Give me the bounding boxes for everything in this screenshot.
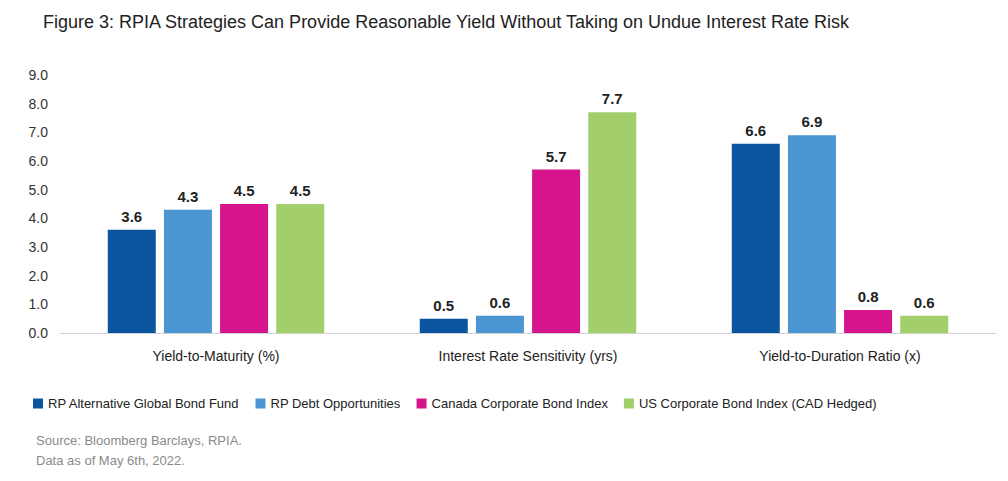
svg-text:Data as of May 6th, 2022.: Data as of May 6th, 2022. xyxy=(36,453,185,468)
svg-text:8.0: 8.0 xyxy=(29,96,49,112)
svg-text:RP Debt Opportunities: RP Debt Opportunities xyxy=(270,396,400,411)
svg-text:1.0: 1.0 xyxy=(29,296,49,312)
svg-text:Yield-to-Duration Ratio (x): Yield-to-Duration Ratio (x) xyxy=(759,348,920,364)
svg-text:4.5: 4.5 xyxy=(234,182,255,199)
svg-text:5.7: 5.7 xyxy=(546,148,567,165)
svg-text:Yield-to-Maturity (%): Yield-to-Maturity (%) xyxy=(152,348,279,364)
svg-text:Canada Corporate Bond Index: Canada Corporate Bond Index xyxy=(432,396,609,411)
svg-text:RP Alternative Global Bond Fun: RP Alternative Global Bond Fund xyxy=(48,396,239,411)
svg-text:0.0: 0.0 xyxy=(29,325,49,341)
svg-text:4.3: 4.3 xyxy=(177,188,198,205)
svg-text:5.0: 5.0 xyxy=(29,182,49,198)
svg-text:6.0: 6.0 xyxy=(29,153,49,169)
svg-text:Figure 3: RPIA Strategies Can: Figure 3: RPIA Strategies Can Provide Re… xyxy=(43,12,850,32)
svg-text:7.0: 7.0 xyxy=(29,124,49,140)
svg-text:7.7: 7.7 xyxy=(602,90,623,107)
svg-text:0.8: 0.8 xyxy=(858,288,879,305)
svg-text:4.5: 4.5 xyxy=(290,182,311,199)
svg-text:6.9: 6.9 xyxy=(801,113,822,130)
svg-text:0.5: 0.5 xyxy=(433,297,454,314)
svg-text:US Corporate Bond Index (CAD H: US Corporate Bond Index (CAD Hedged) xyxy=(639,396,877,411)
svg-text:2.0: 2.0 xyxy=(29,268,49,284)
svg-text:3.6: 3.6 xyxy=(121,208,142,225)
svg-text:Source: Bloomberg Barclays, RP: Source: Bloomberg Barclays, RPIA. xyxy=(36,433,242,448)
svg-text:6.6: 6.6 xyxy=(745,122,766,139)
svg-text:0.6: 0.6 xyxy=(914,294,935,311)
svg-text:9.0: 9.0 xyxy=(29,67,49,83)
svg-text:3.0: 3.0 xyxy=(29,239,49,255)
svg-text:0.6: 0.6 xyxy=(489,294,510,311)
svg-text:4.0: 4.0 xyxy=(29,210,49,226)
svg-text:Interest Rate Sensitivity (yrs: Interest Rate Sensitivity (yrs) xyxy=(439,348,618,364)
